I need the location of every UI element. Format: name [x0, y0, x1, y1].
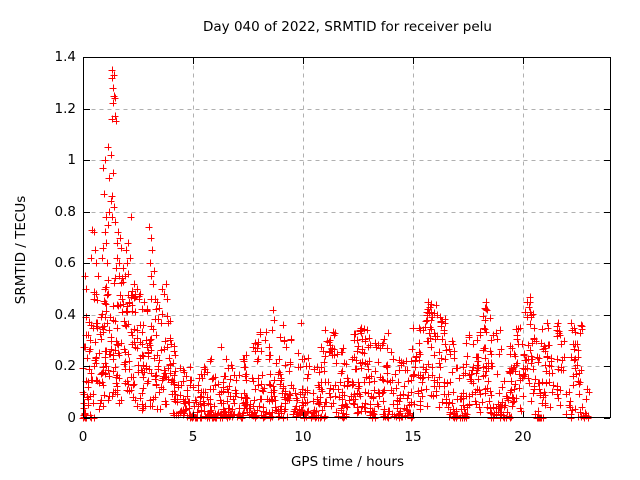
x-tick-label: 15 — [404, 429, 422, 445]
y-tick-label: 0.4 — [54, 307, 76, 323]
y-tick-label: 0.8 — [54, 204, 76, 220]
chart-title: Day 040 of 2022, SRMTID for receiver pel… — [203, 19, 492, 35]
x-tick-label: 20 — [514, 429, 532, 445]
data-points — [79, 66, 593, 422]
y-tick-label: 1.2 — [54, 101, 76, 117]
plot-border — [83, 57, 611, 418]
y-tick-label: 0.2 — [54, 358, 76, 374]
gridlines — [83, 57, 611, 418]
axis-ticks — [83, 57, 610, 419]
x-tick-label: 0 — [78, 429, 88, 445]
x-axis-label: GPS time / hours — [290, 454, 405, 470]
y-tick-label: 1.4 — [54, 49, 76, 65]
y-tick-label: 0.6 — [54, 255, 76, 271]
x-tick-label: 10 — [294, 429, 312, 445]
y-tick-label: 1 — [67, 152, 76, 168]
y-tick-label: 0 — [67, 410, 76, 426]
x-tick-label: 5 — [188, 429, 198, 445]
